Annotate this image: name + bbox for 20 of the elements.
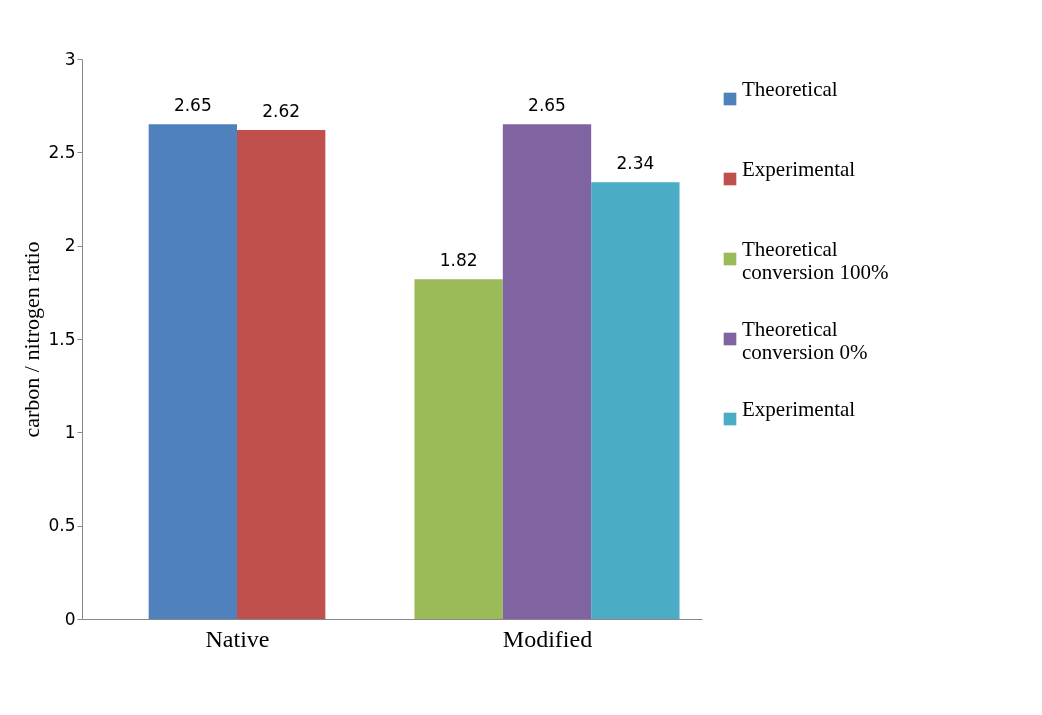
y-tick-label: 2: [64, 235, 76, 256]
data-label: 1.82: [439, 250, 478, 271]
x-tick-label: Modified: [502, 625, 593, 652]
legend-label: Theoretical conversion 0%: [742, 317, 868, 364]
y-tick-label: 0: [64, 608, 76, 629]
legend-label: Experimental: [742, 157, 856, 181]
data-label: 2.34: [616, 153, 655, 174]
legend-label: Theoretical conversion 100%: [742, 237, 889, 284]
y-tick-label: 1.5: [48, 328, 76, 349]
data-label: 2.62: [262, 100, 301, 121]
data-label: 2.65: [528, 95, 566, 116]
y-tick-label: 3: [64, 48, 76, 69]
legend-label: Theoretical: [742, 77, 838, 101]
data-label: 2.65: [173, 95, 212, 116]
y-tick-label: 1: [64, 421, 76, 442]
x-tick-label: Native: [205, 625, 270, 652]
legend-label: Experimental: [742, 397, 856, 421]
y-tick-label: 2.5: [48, 141, 76, 162]
y-axis-title: carbon / nitrogen ratio: [19, 241, 45, 438]
y-tick-label: 0.5: [48, 515, 76, 536]
